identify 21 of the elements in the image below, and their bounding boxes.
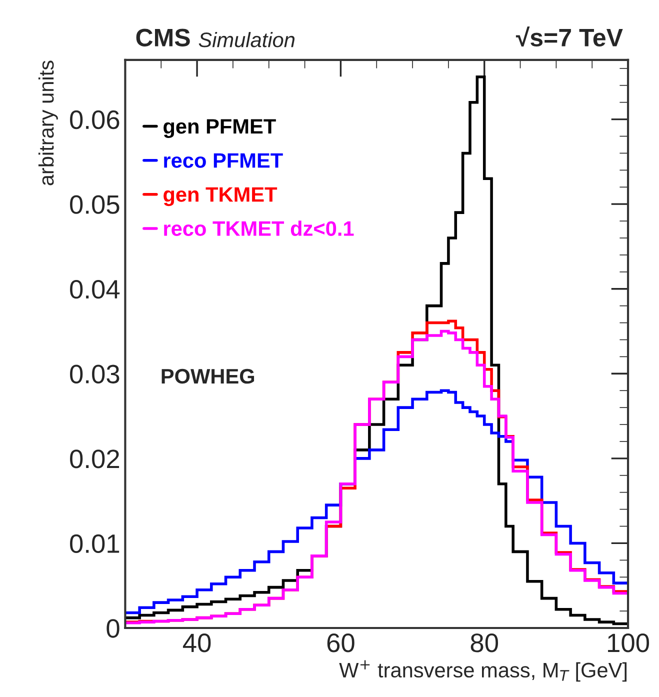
legend-label: reco PFMET — [164, 153, 283, 168]
y-tick-label: 0 — [106, 619, 120, 638]
legend-label: reco TKMET dz<0.1 — [164, 220, 354, 236]
text: √s=7 TeV — [516, 26, 623, 47]
y-tick-label: 0.05 — [70, 195, 120, 214]
x-tick-label: 100 — [608, 634, 650, 652]
y-tick-label: 0.02 — [70, 450, 120, 468]
y-tick-label: 0.01 — [70, 534, 120, 554]
x-tick-label: 80 — [470, 634, 498, 652]
x-tick-label: 60 — [327, 634, 354, 652]
legend-label: gen PFMET — [164, 119, 276, 138]
chart-title: CMS — [136, 28, 190, 46]
y-tick-label: 0.04 — [70, 280, 120, 299]
annotation: POWHEG — [162, 368, 254, 384]
x-tick-label: 40 — [182, 634, 211, 652]
y-axis-title: arbitrary units — [38, 60, 58, 186]
legend-label: gen TKMET — [164, 187, 278, 206]
y-tick-label: 0.06 — [70, 110, 120, 130]
chart-subtitle: Simulation — [198, 32, 295, 48]
y-tick-label: 0.03 — [70, 364, 120, 384]
x-axis-title: W$^{+}$ transverse mass, M$_{T}$ [GeV] — [339, 660, 627, 682]
